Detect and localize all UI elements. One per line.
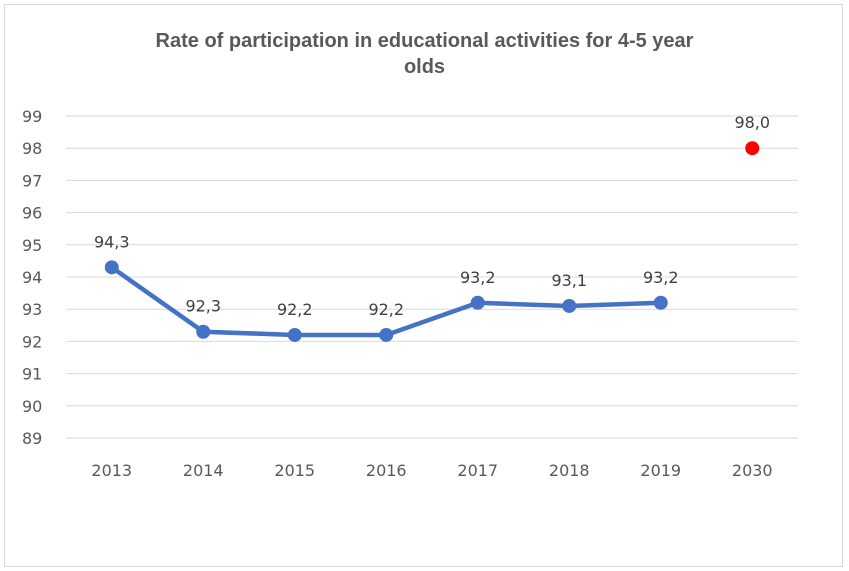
series-0-point-2016 xyxy=(379,327,394,342)
chart-title: Rate of participation in educational act… xyxy=(0,28,849,80)
data-label-0-2016: 92,2 xyxy=(368,300,404,319)
y-tick-label-91: 91 xyxy=(22,365,42,384)
x-tick-label-2019: 2019 xyxy=(640,461,681,480)
y-axis-ticks: 89 90 91 92 93 94 95 96 97 98 99 xyxy=(22,107,42,448)
series-layer xyxy=(104,141,760,342)
data-label-0-2014: 92,3 xyxy=(185,297,221,316)
y-tick-label-92: 92 xyxy=(22,332,42,351)
data-label-0-2019: 93,2 xyxy=(643,268,679,287)
gridlines xyxy=(66,115,798,439)
y-tick-label-96: 96 xyxy=(22,204,42,223)
y-tick-label-89: 89 xyxy=(22,429,42,448)
series-0-point-2015 xyxy=(287,327,302,342)
data-label-0-2015: 92,2 xyxy=(277,300,313,319)
y-tick-label-95: 95 xyxy=(22,236,42,255)
data-label-1-2030: 98,0 xyxy=(734,113,770,132)
chart-title-line-2: olds xyxy=(403,56,446,78)
data-labels: 94,3 92,3 92,2 92,2 93,2 93,1 93,2 98,0 xyxy=(94,113,770,319)
chart-title-line-1: Rate of participation in educational act… xyxy=(155,30,694,52)
series-0-point-2013 xyxy=(104,260,119,275)
x-tick-label-2013: 2013 xyxy=(91,461,132,480)
x-tick-label-2014: 2014 xyxy=(183,461,224,480)
y-tick-label-99: 99 xyxy=(22,107,42,126)
data-label-0-2013: 94,3 xyxy=(94,232,130,251)
y-tick-label-98: 98 xyxy=(22,139,42,158)
series-0-point-2019 xyxy=(653,295,668,310)
x-tick-label-2030: 2030 xyxy=(732,461,773,480)
y-tick-label-90: 90 xyxy=(22,397,42,416)
data-label-0-2018: 93,1 xyxy=(551,271,587,290)
x-tick-label-2015: 2015 xyxy=(274,461,315,480)
series-1-point-2030 xyxy=(745,141,760,156)
series-0-point-2014 xyxy=(196,324,211,339)
series-0-point-2017 xyxy=(470,295,485,310)
data-label-0-2017: 93,2 xyxy=(460,268,496,287)
y-tick-label-94: 94 xyxy=(22,268,42,287)
x-tick-label-2017: 2017 xyxy=(457,461,498,480)
x-axis-ticks: 2013 2014 2015 2016 2017 2018 2019 2030 xyxy=(91,461,772,480)
chart-frame xyxy=(4,4,843,567)
x-tick-label-2016: 2016 xyxy=(366,461,407,480)
series-0-point-2018 xyxy=(562,298,577,313)
x-tick-label-2018: 2018 xyxy=(549,461,590,480)
y-tick-label-97: 97 xyxy=(22,171,42,190)
y-tick-label-93: 93 xyxy=(22,300,42,319)
